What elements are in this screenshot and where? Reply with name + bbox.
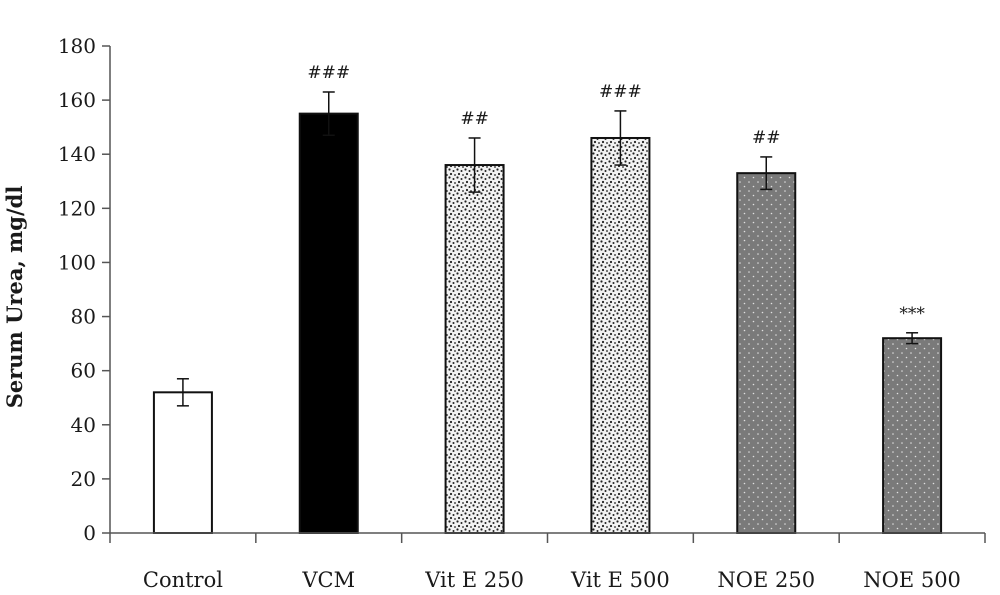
y-tick-label: 120 xyxy=(58,196,96,220)
bar xyxy=(298,112,359,534)
bar xyxy=(152,391,213,534)
significance-label: ## xyxy=(752,128,781,148)
x-category-label: NOE 500 xyxy=(863,568,961,592)
bar xyxy=(444,164,505,535)
bar xyxy=(882,337,943,535)
significance-label: ### xyxy=(599,82,642,102)
y-tick-label: 160 xyxy=(58,88,96,112)
significance-label: ## xyxy=(460,109,489,129)
y-axis-title: Serum Urea, mg/dl xyxy=(2,186,27,409)
x-category-label: Vit E 250 xyxy=(424,568,524,592)
x-axis: Control VCM Vit E 250 Vit E 500 NOE 250 NOE 5… xyxy=(109,532,986,592)
x-category-label: Control xyxy=(143,568,223,592)
significance-label: ### xyxy=(307,63,350,83)
significance-label: *** xyxy=(899,304,925,324)
bar xyxy=(590,136,651,534)
y-tick-label: 180 xyxy=(58,34,96,58)
y-tick-label: 80 xyxy=(71,305,96,329)
y-tick-label: 20 xyxy=(71,467,96,491)
y-tick-label: 60 xyxy=(71,359,96,383)
y-tick-label: 140 xyxy=(58,142,96,166)
y-tick-label: 40 xyxy=(71,413,96,437)
bar xyxy=(736,172,797,535)
y-tick-label: 0 xyxy=(83,521,96,545)
bars: ##########*** xyxy=(152,63,943,535)
y-axis: 0 20 40 60 80 100 120 140 160 180 xyxy=(58,34,111,545)
x-category-label: NOE 250 xyxy=(717,568,815,592)
y-tick-label: 100 xyxy=(58,250,96,274)
x-category-label: VCM xyxy=(301,568,355,592)
x-category-label: Vit E 500 xyxy=(570,568,670,592)
